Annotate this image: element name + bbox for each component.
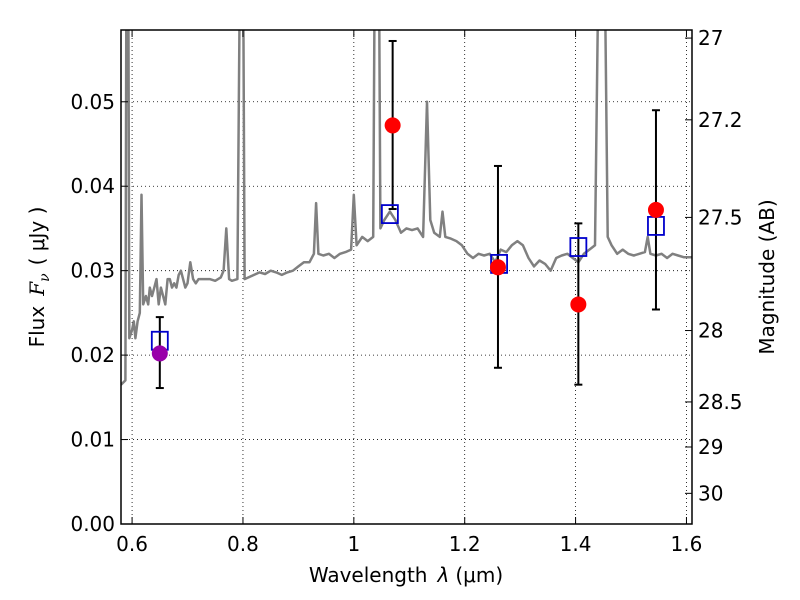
model-square-marker	[380, 204, 399, 224]
y-tick-label: 0.05	[70, 90, 115, 114]
y2-tick-label: 27.2	[698, 108, 743, 132]
ticks: 0.6 0.8 1 1.2 1.4 1.6 0.00 0.01 0.02 0.03 0.04 0.05…	[70, 26, 742, 556]
x-axis-label-text: Wavelength	[309, 563, 428, 587]
x-tick-label: 1	[347, 532, 360, 556]
y-tick-label: 0.04	[70, 174, 115, 198]
observed-point-marker	[489, 259, 506, 276]
y-tick-label: 0.02	[70, 343, 115, 367]
y2-tick-label: 28	[698, 319, 723, 343]
x-axis-label: Wavelength λ (μm)	[309, 563, 503, 587]
y2-tick-label: 28.5	[698, 390, 743, 414]
observed-point-marker	[151, 345, 168, 362]
observed-point-marker	[384, 117, 401, 134]
y2-tick-label: 30	[698, 481, 723, 505]
y-tick-label: 0.03	[70, 259, 115, 283]
observed-point-marker	[647, 201, 664, 218]
x-tick-label: 1.4	[560, 532, 592, 556]
spectrum-line	[121, 30, 692, 386]
y-axis-label-unit: ( μJy )	[25, 207, 49, 266]
y-axis-label-text: Flux	[25, 306, 49, 348]
y-axis-label-symbol: F	[25, 281, 49, 297]
x-axis-label-unit: (μm)	[455, 563, 503, 587]
x-tick-label: 1.6	[671, 532, 703, 556]
x-tick-label: 0.8	[227, 532, 259, 556]
y-tick-label: 0.00	[70, 512, 115, 536]
y2-axis-label: Magnitude (AB)	[755, 199, 779, 354]
data-layer	[121, 30, 692, 390]
model-square-marker	[569, 237, 588, 257]
y-tick-label: 0.01	[70, 428, 115, 452]
observed-point-marker	[570, 296, 587, 313]
y-axis-label: Flux Fν ( μJy )	[25, 207, 53, 348]
y2-tick-label: 27.5	[698, 205, 743, 229]
x-tick-label: 1.2	[449, 532, 481, 556]
x-tick-label: 0.6	[116, 532, 148, 556]
y2-tick-label: 27	[698, 26, 723, 50]
x-axis-label-symbol: λ	[437, 563, 450, 587]
y-axis-label-subscript: ν	[37, 273, 53, 282]
y2-tick-label: 29	[698, 435, 723, 459]
plot-frame	[120, 29, 693, 525]
